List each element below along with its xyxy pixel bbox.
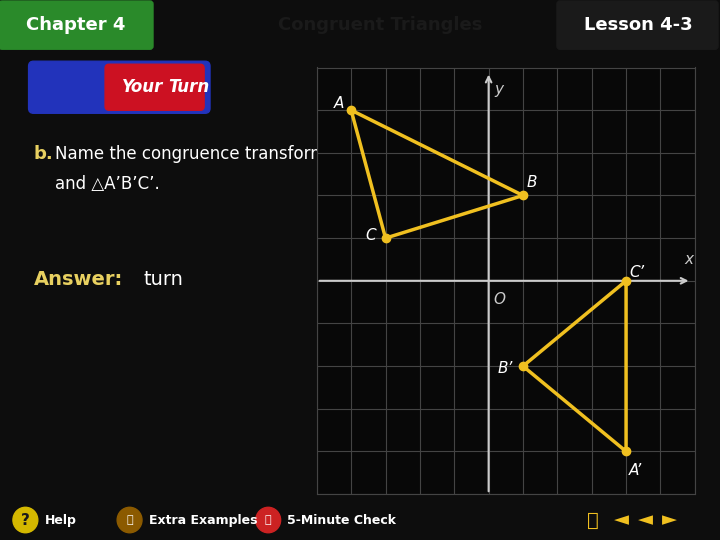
Text: ◄: ◄ <box>639 510 653 530</box>
Circle shape <box>256 507 281 533</box>
Text: C’: C’ <box>629 265 644 280</box>
Text: O: O <box>494 292 505 307</box>
Text: Extra Examples: Extra Examples <box>149 514 257 526</box>
Text: B’: B’ <box>498 361 513 375</box>
Text: B: B <box>526 175 537 190</box>
Text: ⏱: ⏱ <box>265 515 271 525</box>
FancyBboxPatch shape <box>557 1 718 49</box>
Text: Lesson 4-3: Lesson 4-3 <box>584 16 693 34</box>
Text: End of slide: End of slide <box>575 457 640 468</box>
Text: ⏮: ⏮ <box>588 510 599 530</box>
Text: x: x <box>685 252 693 267</box>
Circle shape <box>13 507 38 533</box>
FancyBboxPatch shape <box>29 61 210 113</box>
Text: b.: b. <box>34 145 53 163</box>
Text: Name the congruence transformation for △ABC: Name the congruence transformation for △… <box>55 145 449 163</box>
Circle shape <box>117 507 142 533</box>
Text: Help: Help <box>45 514 76 526</box>
Text: 📚: 📚 <box>126 515 133 525</box>
Text: Answer:: Answer: <box>34 271 122 289</box>
FancyBboxPatch shape <box>0 1 153 49</box>
Text: Chapter 4: Chapter 4 <box>27 16 126 34</box>
Text: A: A <box>334 96 344 111</box>
Text: Congruent Triangles: Congruent Triangles <box>278 16 482 34</box>
Text: Your: Your <box>122 78 163 96</box>
Text: y: y <box>495 83 504 97</box>
Text: ◄: ◄ <box>614 510 629 530</box>
Text: STOP: STOP <box>538 460 559 465</box>
Text: 5-Minute Check: 5-Minute Check <box>287 514 396 526</box>
Text: turn: turn <box>143 271 183 289</box>
Text: A’: A’ <box>629 463 642 478</box>
Text: ►: ► <box>662 510 678 530</box>
Text: C: C <box>365 228 376 244</box>
FancyBboxPatch shape <box>105 64 204 110</box>
Text: Turn: Turn <box>168 78 209 96</box>
Text: ?: ? <box>21 512 30 528</box>
Text: and △A’B’C’.: and △A’B’C’. <box>55 176 160 193</box>
Circle shape <box>528 443 568 483</box>
